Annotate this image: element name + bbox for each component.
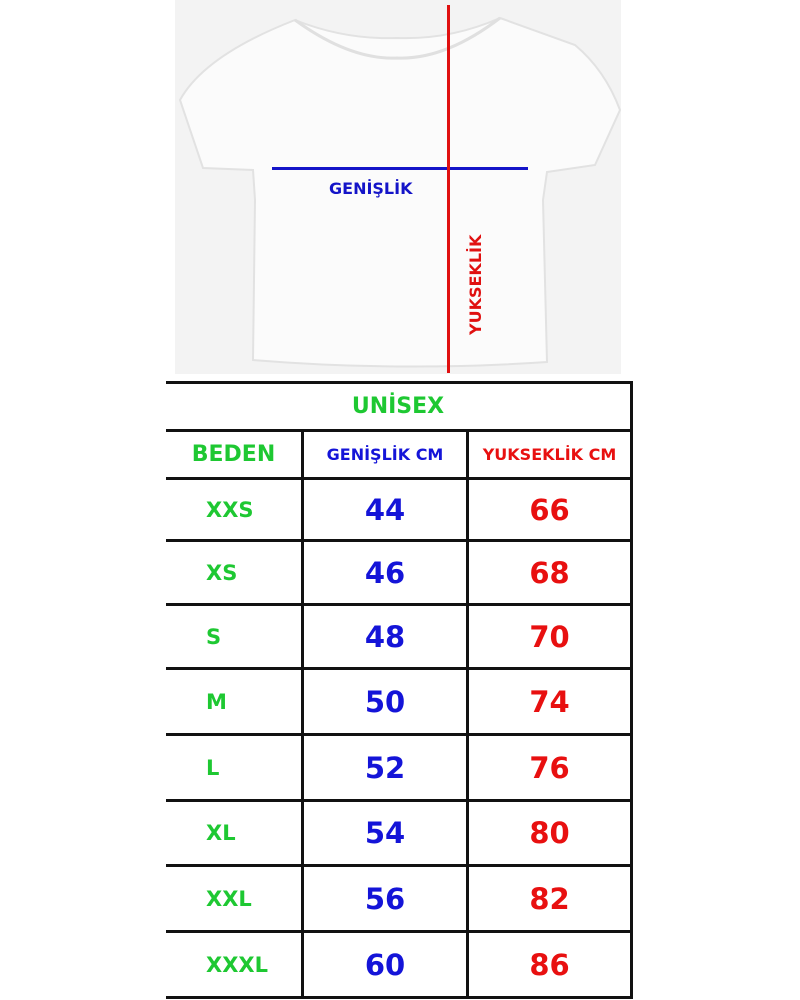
height-cell: 68 <box>529 555 570 590</box>
table-border <box>466 429 469 999</box>
size-cell: S <box>206 624 222 649</box>
size-cell: XXS <box>206 497 254 522</box>
height-cell: 86 <box>529 947 570 982</box>
width-cell: 56 <box>364 881 406 916</box>
size-cell: M <box>206 689 227 714</box>
header-height: YUKSEKLİK CM <box>482 445 617 464</box>
height-cell: 66 <box>529 492 570 527</box>
height-measure-line <box>447 5 450 373</box>
width-cell: 52 <box>364 750 406 785</box>
size-cell: XXL <box>206 886 252 911</box>
width-cell: 60 <box>364 947 406 982</box>
size-cell: XL <box>206 821 236 845</box>
table-border <box>166 864 633 867</box>
width-cell: 44 <box>364 492 406 527</box>
table-border <box>166 477 633 480</box>
width-measure-line <box>272 167 528 170</box>
table-border <box>166 799 633 802</box>
tshirt-photo <box>175 0 621 374</box>
size-cell: XS <box>206 560 238 585</box>
size-cell: XXXL <box>206 952 268 977</box>
table-border <box>166 996 633 999</box>
height-cell: 80 <box>529 816 570 850</box>
height-cell: 74 <box>529 684 570 719</box>
size-cell: L <box>206 755 220 780</box>
header-width: GENİŞLİK CM <box>326 445 444 464</box>
table-border <box>166 667 633 670</box>
table-border <box>166 429 633 432</box>
table-border <box>301 429 304 999</box>
width-cell: 48 <box>364 619 406 654</box>
height-cell: 76 <box>529 750 570 785</box>
tshirt-illustration <box>178 16 621 368</box>
table-border <box>630 381 633 999</box>
table-border <box>166 381 633 384</box>
height-label: YUKSEKLİK <box>466 234 485 335</box>
table-border <box>166 930 633 933</box>
height-cell: 82 <box>529 881 570 916</box>
table-border <box>166 603 633 606</box>
height-cell: 70 <box>529 619 570 654</box>
table-border <box>166 539 633 542</box>
width-cell: 50 <box>364 684 406 719</box>
table-title: UNİSEX <box>351 394 445 419</box>
width-label: GENİŞLİK <box>329 179 413 198</box>
table-border <box>166 733 633 736</box>
width-cell: 46 <box>364 555 406 590</box>
header-size: BEDEN <box>191 442 276 467</box>
width-cell: 54 <box>364 816 406 850</box>
